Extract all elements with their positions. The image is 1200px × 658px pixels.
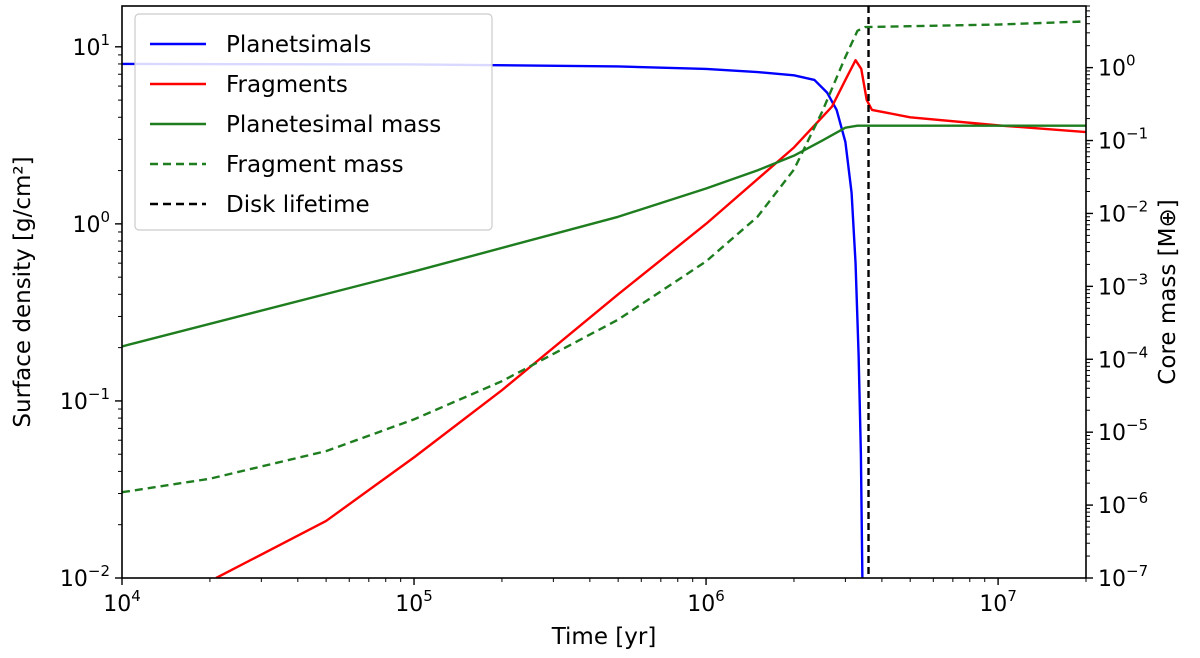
y-right-tick-label: 10−4 [1098,343,1148,373]
y-left-tick-label: 10−1 [60,385,110,415]
y-right-tick-label: 10−7 [1098,562,1148,592]
y-right-tick-label: 10−6 [1098,489,1148,519]
ticks-layer: 104 105 106 107 10−2 10−1 100 101 10−7 10−6 10−5 10… [60,5,1148,617]
legend-label-disk-lifetime: Disk lifetime [226,192,370,218]
legend-label-fragments: Fragments [226,72,348,98]
y-left-tick-label: 10−2 [60,562,110,592]
legend-frame [134,13,493,231]
y-axis-right-label: Core mass [M⊕] [1155,199,1181,384]
x-axis-label: Time [yr] [551,624,657,650]
series-planetsimals [122,62,864,578]
x-tick-label: 106 [687,587,725,617]
y-left-tick-label: 100 [72,208,110,238]
legend-label-planetesimal-mass: Planetesimal mass [226,112,441,138]
x-tick-label: 107 [979,587,1017,617]
plot-frame [121,5,1087,579]
y-right-tick-label: 10−5 [1098,416,1148,446]
y-right-tick-label: 10−1 [1098,125,1148,155]
y-right-tick-label: 10−3 [1098,270,1148,300]
y-left-tick-label: 101 [72,31,110,61]
series-layer [122,6,1086,578]
legend-label-planetsimals: Planetsimals [226,32,371,58]
y-right-tick-label: 100 [1098,52,1136,82]
series-fragments [215,59,1086,578]
y-right-tick-label: 10−2 [1098,197,1148,227]
series-planetesimal-mass [122,124,1086,348]
x-tick-label: 105 [395,587,433,617]
legend: Planetsimals Fragments Planetesimal mass Fr… [134,13,493,231]
x-tick-label: 104 [103,587,141,617]
series-fragment-mass [122,20,1086,494]
legend-label-fragment-mass: Fragment mass [226,152,404,178]
y-axis-left-label: Surface density [g/cm²] [10,156,36,427]
